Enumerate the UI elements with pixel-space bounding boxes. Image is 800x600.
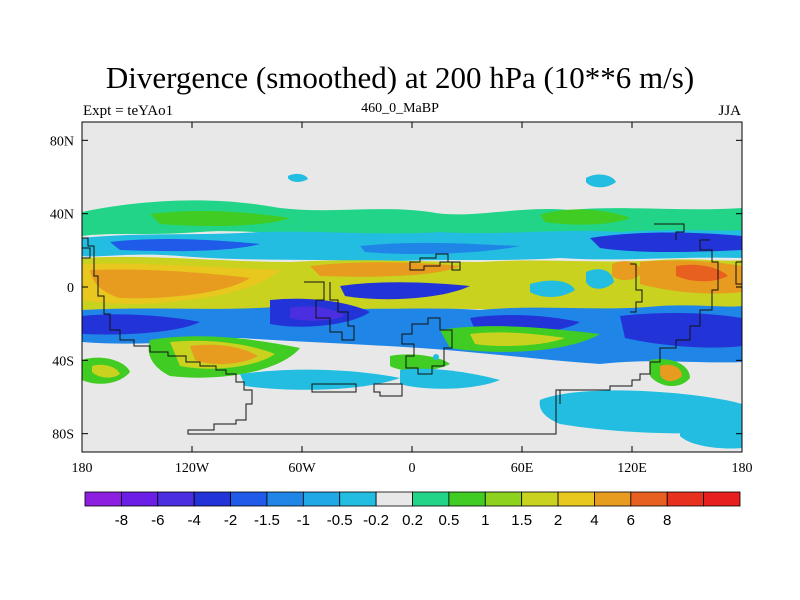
southern-orange-east xyxy=(660,364,682,382)
chart-title: Divergence (smoothed) at 200 hPa (10**6 … xyxy=(105,60,695,95)
northern-light-green xyxy=(150,211,290,226)
colorbar-label: -8 xyxy=(115,512,128,529)
north-green-patch xyxy=(540,209,630,225)
equatorial-orange-west xyxy=(90,269,250,299)
lon-tick-label: 60W xyxy=(288,461,316,476)
coast-east-india xyxy=(630,263,643,313)
southern-blue-indian xyxy=(620,312,742,348)
colorbar-swatch xyxy=(484,491,523,507)
lon-tick-label: 120E xyxy=(617,461,647,476)
lon-tick-label: 120W xyxy=(175,461,210,476)
coast-south-island-2 xyxy=(373,383,403,397)
southern-negative-band xyxy=(82,305,742,364)
north-blue-patch-1 xyxy=(110,238,260,252)
colorbar-label: 1 xyxy=(481,512,489,529)
colorbar-swatch xyxy=(339,491,377,507)
colorbar-label: 6 xyxy=(627,512,635,529)
colorbar-swatch xyxy=(557,491,595,507)
southern-cyan-east-2 xyxy=(680,407,742,449)
colorbar-label: 1.5 xyxy=(511,512,532,529)
southern-yellow-west xyxy=(92,364,120,378)
coast-west-small xyxy=(82,247,91,259)
equatorial-orange-central xyxy=(310,262,460,277)
lat-tick-label: 0 xyxy=(67,281,74,296)
south-africa-cyan-dot xyxy=(433,354,439,360)
latitude-axis: 80N 40N 0 40S 80S xyxy=(50,134,742,443)
colorbar-swatch xyxy=(594,491,632,507)
north-blue-patch-2 xyxy=(590,232,742,252)
colorbar-label: 0.5 xyxy=(438,512,459,529)
colorbar-label: -0.2 xyxy=(363,512,389,529)
colorbar-swatch xyxy=(703,491,741,507)
coast-asia-like xyxy=(654,223,685,240)
atlantic-negative xyxy=(340,282,470,300)
equatorial-orange-africa xyxy=(612,261,642,281)
colorbar-swatch xyxy=(157,491,195,507)
coast-west-america xyxy=(82,237,719,435)
colorbar-label: 4 xyxy=(590,512,598,529)
experiment-label: Expt = teYAo1 xyxy=(83,103,174,119)
lat-tick-label: 80S xyxy=(52,428,74,443)
africa-negative xyxy=(530,280,575,297)
coastlines xyxy=(82,223,742,435)
colorbar-label: -4 xyxy=(187,512,200,529)
colorbar-swatch xyxy=(630,491,668,507)
colorbar-label: 8 xyxy=(663,512,671,529)
colorbar-label: 2 xyxy=(554,512,562,529)
colorbar-label: -6 xyxy=(151,512,164,529)
colorbar-swatch xyxy=(375,491,413,507)
coast-east-island xyxy=(735,261,742,285)
southern-cyan-west xyxy=(240,369,400,390)
colorbar-label: -2 xyxy=(224,512,237,529)
southern-violet-america xyxy=(290,306,345,321)
colorbar-swatch xyxy=(521,491,559,507)
coast-south-island xyxy=(311,383,357,393)
colorbar-swatch xyxy=(666,491,705,507)
colorbar-swatch xyxy=(84,491,122,507)
colorbar-swatch xyxy=(120,491,159,507)
colorbar-swatch xyxy=(266,491,304,507)
southern-yellow-atlantic xyxy=(470,332,565,346)
southern-orange-pacific xyxy=(190,344,258,365)
lon-tick-label: 180 xyxy=(732,461,753,476)
equatorial-red-east xyxy=(676,264,728,282)
contour-fill xyxy=(82,173,742,449)
colorbar-label: 0.2 xyxy=(402,512,423,529)
colorbar-label: -1 xyxy=(297,512,310,529)
indian-negative xyxy=(586,269,614,289)
season-label: JJA xyxy=(718,103,741,119)
lat-tick-label: 40N xyxy=(50,208,74,223)
lon-tick-label: 0 xyxy=(409,461,416,476)
north-blue-patch-3 xyxy=(360,242,520,254)
lat-tick-label: 80N xyxy=(50,134,74,149)
lon-tick-label: 60E xyxy=(511,461,534,476)
coast-central-continent xyxy=(304,281,355,341)
lon-tick-label: 180 xyxy=(72,461,93,476)
colorbar-swatch xyxy=(193,491,231,507)
coast-north-continent xyxy=(409,253,461,271)
southern-blue-west xyxy=(82,314,200,335)
arctic-cyan-2 xyxy=(586,174,616,188)
colorbar-swatch xyxy=(230,491,268,507)
colorbar-swatch xyxy=(448,491,486,507)
longitude-axis: 180 120W 60W 0 60E 120E 180 xyxy=(72,122,753,476)
coast-africa-like xyxy=(401,317,453,375)
coast-south-ridge xyxy=(556,389,561,404)
colorbar: -8 -6 -4 -2 -1.5 -1 -0.5 -0.2 0.2 0.5 1 1.5 2 4 6 8 xyxy=(84,491,741,529)
colorbar-swatch xyxy=(412,491,450,507)
colorbar-label: -1.5 xyxy=(254,512,280,529)
lat-tick-label: 40S xyxy=(52,354,74,369)
arctic-cyan-1 xyxy=(288,173,308,182)
colorbar-swatch xyxy=(302,491,341,507)
colorbar-label: -0.5 xyxy=(327,512,353,529)
run-label: 460_0_MaBP xyxy=(361,101,439,116)
